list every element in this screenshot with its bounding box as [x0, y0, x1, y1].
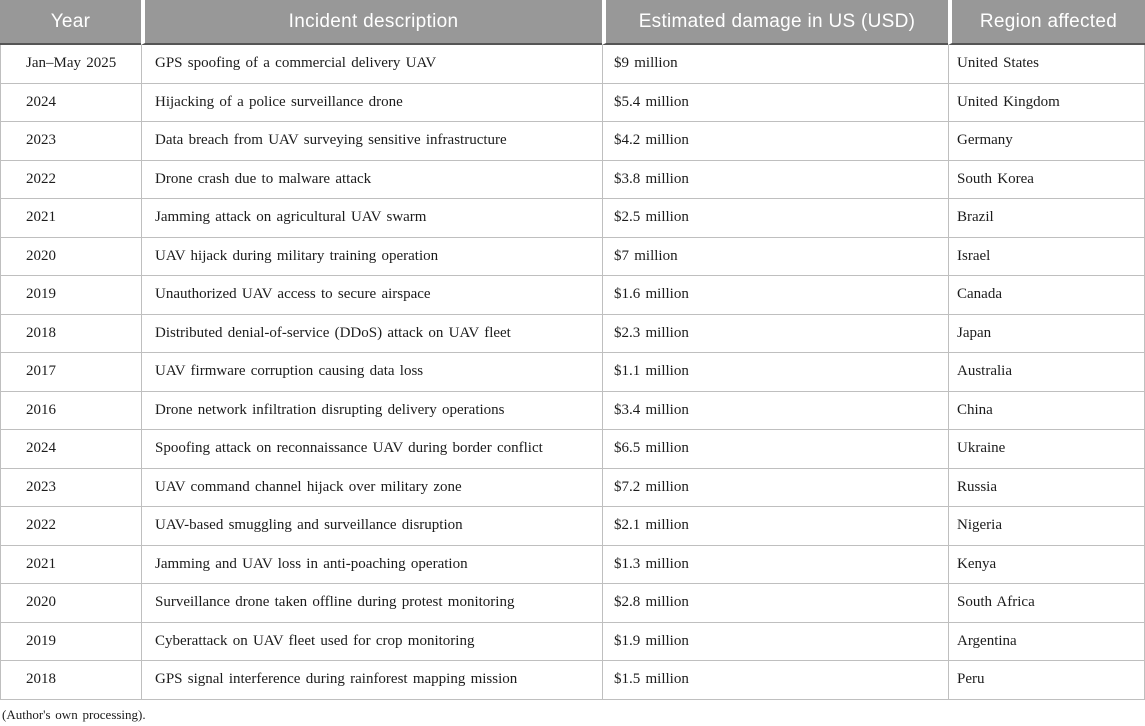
cell-incident-description: Jamming attack on agricultural UAV swarm: [141, 199, 602, 238]
table-row: 2024 Hijacking of a police surveillance …: [0, 83, 1145, 122]
cell-estimated-damage: $7.2 million: [602, 468, 948, 507]
cell-estimated-damage: $9 million: [602, 45, 948, 84]
table-row: 2020 Surveillance drone taken offline du…: [0, 584, 1145, 623]
cell-year: 2020: [0, 584, 141, 623]
cell-incident-description: Unauthorized UAV access to secure airspa…: [141, 276, 602, 315]
cell-region-affected: Kenya: [948, 545, 1145, 584]
cell-estimated-damage: $2.5 million: [602, 199, 948, 238]
cell-year: 2023: [0, 122, 141, 161]
cell-estimated-damage: $4.2 million: [602, 122, 948, 161]
cell-incident-description: UAV hijack during military training oper…: [141, 237, 602, 276]
cell-estimated-damage: $6.5 million: [602, 430, 948, 469]
cell-year: 2020: [0, 237, 141, 276]
cell-year: 2019: [0, 276, 141, 315]
table-row: 2022 Drone crash due to malware attack $…: [0, 160, 1145, 199]
cell-year: Jan–May 2025: [0, 45, 141, 84]
cell-region-affected: China: [948, 391, 1145, 430]
table-row: 2020 UAV hijack during military training…: [0, 237, 1145, 276]
incident-table: Year Incident description Estimated dama…: [0, 0, 1145, 700]
cell-region-affected: United States: [948, 45, 1145, 84]
table-body: Jan–May 2025 GPS spoofing of a commercia…: [0, 45, 1145, 700]
cell-region-affected: Argentina: [948, 622, 1145, 661]
cell-year: 2017: [0, 353, 141, 392]
cell-region-affected: Germany: [948, 122, 1145, 161]
cell-estimated-damage: $1.6 million: [602, 276, 948, 315]
cell-year: 2019: [0, 622, 141, 661]
table-row: 2021 Jamming and UAV loss in anti-poachi…: [0, 545, 1145, 584]
cell-estimated-damage: $2.8 million: [602, 584, 948, 623]
cell-region-affected: Peru: [948, 661, 1145, 700]
cell-incident-description: Jamming and UAV loss in anti-poaching op…: [141, 545, 602, 584]
cell-estimated-damage: $1.3 million: [602, 545, 948, 584]
table-row: 2017 UAV firmware corruption causing dat…: [0, 353, 1145, 392]
cell-incident-description: Cyberattack on UAV fleet used for crop m…: [141, 622, 602, 661]
cell-year: 2018: [0, 661, 141, 700]
table-footnote: (Author's own processing).: [2, 706, 146, 722]
cell-region-affected: South Korea: [948, 160, 1145, 199]
header-row: Year Incident description Estimated dama…: [0, 0, 1145, 45]
cell-region-affected: Canada: [948, 276, 1145, 315]
table-row: 2019 Unauthorized UAV access to secure a…: [0, 276, 1145, 315]
cell-incident-description: Surveillance drone taken offline during …: [141, 584, 602, 623]
cell-region-affected: Ukraine: [948, 430, 1145, 469]
table-row: 2016 Drone network infiltration disrupti…: [0, 391, 1145, 430]
table-header: Year Incident description Estimated dama…: [0, 0, 1145, 45]
cell-region-affected: Japan: [948, 314, 1145, 353]
cell-estimated-damage: $2.1 million: [602, 507, 948, 546]
cell-estimated-damage: $3.8 million: [602, 160, 948, 199]
cell-incident-description: Distributed denial-of-service (DDoS) att…: [141, 314, 602, 353]
cell-year: 2018: [0, 314, 141, 353]
cell-incident-description: UAV firmware corruption causing data los…: [141, 353, 602, 392]
cell-estimated-damage: $5.4 million: [602, 83, 948, 122]
cell-year: 2022: [0, 507, 141, 546]
cell-estimated-damage: $1.9 million: [602, 622, 948, 661]
table-row: 2023 Data breach from UAV surveying sens…: [0, 122, 1145, 161]
cell-region-affected: Nigeria: [948, 507, 1145, 546]
cell-year: 2021: [0, 199, 141, 238]
cell-region-affected: South Africa: [948, 584, 1145, 623]
cell-estimated-damage: $1.5 million: [602, 661, 948, 700]
cell-incident-description: UAV command channel hijack over military…: [141, 468, 602, 507]
cell-region-affected: Russia: [948, 468, 1145, 507]
table-row: 2018 GPS signal interference during rain…: [0, 661, 1145, 700]
table-row: 2024 Spoofing attack on reconnaissance U…: [0, 430, 1145, 469]
cell-estimated-damage: $2.3 million: [602, 314, 948, 353]
table-row: 2022 UAV-based smuggling and surveillanc…: [0, 507, 1145, 546]
cell-incident-description: UAV-based smuggling and surveillance dis…: [141, 507, 602, 546]
cell-year: 2024: [0, 83, 141, 122]
cell-year: 2022: [0, 160, 141, 199]
column-header-estimated-damage: Estimated damage in US (USD): [602, 0, 948, 45]
column-header-year: Year: [0, 0, 141, 45]
table-row: 2019 Cyberattack on UAV fleet used for c…: [0, 622, 1145, 661]
cell-year: 2024: [0, 430, 141, 469]
cell-incident-description: Drone crash due to malware attack: [141, 160, 602, 199]
column-header-incident-description: Incident description: [141, 0, 602, 45]
table-row: Jan–May 2025 GPS spoofing of a commercia…: [0, 45, 1145, 84]
cell-region-affected: United Kingdom: [948, 83, 1145, 122]
cell-incident-description: Spoofing attack on reconnaissance UAV du…: [141, 430, 602, 469]
cell-incident-description: Hijacking of a police surveillance drone: [141, 83, 602, 122]
cell-incident-description: Data breach from UAV surveying sensitive…: [141, 122, 602, 161]
cell-year: 2023: [0, 468, 141, 507]
cell-estimated-damage: $1.1 million: [602, 353, 948, 392]
column-header-region-affected: Region affected: [948, 0, 1145, 45]
cell-region-affected: Brazil: [948, 199, 1145, 238]
table-row: 2021 Jamming attack on agricultural UAV …: [0, 199, 1145, 238]
cell-region-affected: Israel: [948, 237, 1145, 276]
table-row: 2023 UAV command channel hijack over mil…: [0, 468, 1145, 507]
cell-incident-description: Drone network infiltration disrupting de…: [141, 391, 602, 430]
cell-year: 2021: [0, 545, 141, 584]
cell-year: 2016: [0, 391, 141, 430]
cell-incident-description: GPS spoofing of a commercial delivery UA…: [141, 45, 602, 84]
cell-incident-description: GPS signal interference during rainfores…: [141, 661, 602, 700]
table-row: 2018 Distributed denial-of-service (DDoS…: [0, 314, 1145, 353]
cell-estimated-damage: $7 million: [602, 237, 948, 276]
cell-region-affected: Australia: [948, 353, 1145, 392]
cell-estimated-damage: $3.4 million: [602, 391, 948, 430]
